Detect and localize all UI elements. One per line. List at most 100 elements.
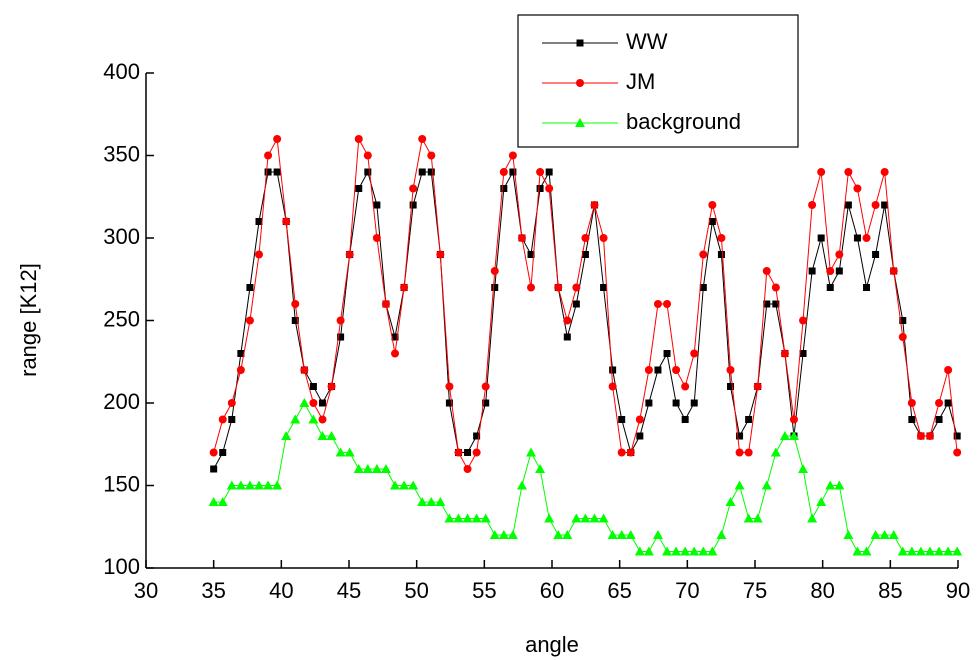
data-point — [517, 234, 526, 242]
data-point — [680, 546, 691, 556]
y-tick-label: 350 — [103, 141, 140, 166]
data-point — [418, 135, 427, 143]
data-point — [808, 267, 816, 275]
data-point — [853, 184, 862, 193]
x-tick-label: 75 — [743, 578, 767, 603]
data-point — [272, 480, 283, 490]
data-point — [717, 234, 726, 242]
data-point — [318, 399, 326, 407]
x-axis-label: angle — [525, 632, 579, 657]
data-point — [290, 414, 301, 424]
data-point — [464, 449, 472, 456]
data-point — [762, 267, 771, 275]
data-point — [835, 250, 844, 259]
data-point — [944, 399, 952, 407]
data-point — [752, 513, 763, 523]
data-point — [309, 399, 318, 407]
x-tick-label: 40 — [269, 578, 293, 603]
data-point — [545, 184, 554, 193]
data-point — [908, 416, 916, 423]
data-point — [906, 546, 917, 556]
data-point — [862, 234, 871, 242]
data-point — [508, 151, 517, 160]
data-point — [572, 283, 581, 292]
data-point — [209, 448, 218, 457]
data-point — [291, 317, 299, 324]
data-point — [436, 250, 445, 259]
data-point — [264, 168, 272, 176]
data-point — [372, 234, 381, 242]
data-point — [254, 480, 265, 490]
data-point — [381, 300, 390, 308]
data-point — [943, 546, 954, 556]
x-tick-label: 65 — [607, 578, 631, 603]
data-point — [354, 135, 363, 143]
data-point — [889, 267, 898, 275]
legend-marker — [576, 39, 584, 47]
data-point — [553, 530, 564, 539]
data-point — [581, 251, 589, 258]
x-tick-label: 85 — [878, 578, 902, 603]
data-point — [672, 399, 680, 407]
data-point — [445, 399, 453, 407]
legend-label: JM — [626, 69, 655, 94]
data-point — [246, 284, 254, 291]
data-point — [645, 399, 653, 407]
data-point — [563, 316, 572, 325]
data-point — [380, 464, 391, 473]
data-point — [363, 151, 372, 160]
data-point — [255, 250, 264, 259]
data-point — [482, 399, 490, 407]
data-point — [208, 497, 219, 506]
data-point — [245, 316, 254, 325]
data-point — [899, 317, 907, 324]
data-point — [244, 480, 255, 490]
data-point — [562, 530, 573, 539]
data-point — [817, 234, 825, 242]
data-point — [489, 530, 500, 539]
x-tick-label: 45 — [337, 578, 361, 603]
data-point — [264, 151, 273, 160]
data-point — [462, 513, 473, 523]
data-point — [671, 546, 682, 556]
data-point — [654, 366, 662, 374]
data-point — [480, 513, 491, 523]
data-point — [779, 431, 790, 440]
y-tick-label: 300 — [103, 224, 140, 249]
data-point — [335, 447, 346, 457]
data-point — [535, 464, 546, 473]
legend-marker — [576, 79, 584, 87]
data-point — [509, 168, 517, 176]
data-point — [281, 431, 292, 440]
data-point — [318, 415, 327, 424]
data-point — [373, 201, 381, 209]
legend-box — [517, 14, 799, 148]
data-point — [598, 513, 609, 523]
data-point — [799, 350, 807, 357]
data-point — [263, 480, 274, 490]
data-point — [536, 168, 545, 176]
data-point — [399, 480, 410, 490]
data-point — [727, 383, 735, 390]
data-point — [435, 497, 446, 506]
data-point — [218, 415, 227, 424]
x-tick-label: 30 — [134, 578, 158, 603]
data-point — [689, 546, 700, 556]
data-point — [662, 546, 673, 556]
data-point — [780, 349, 789, 358]
legend-marker — [575, 118, 585, 127]
data-point — [699, 284, 707, 291]
y-axis-label: range [K12] — [16, 263, 41, 377]
data-point — [625, 530, 636, 539]
data-point — [708, 201, 717, 209]
data-point — [491, 284, 499, 291]
data-point — [844, 201, 852, 209]
data-point — [761, 480, 772, 490]
data-point — [644, 366, 653, 374]
data-point — [953, 432, 961, 440]
x-tick-label: 50 — [404, 578, 428, 603]
data-point — [626, 448, 635, 457]
y-tick-label: 200 — [103, 389, 140, 414]
data-point — [237, 350, 245, 357]
